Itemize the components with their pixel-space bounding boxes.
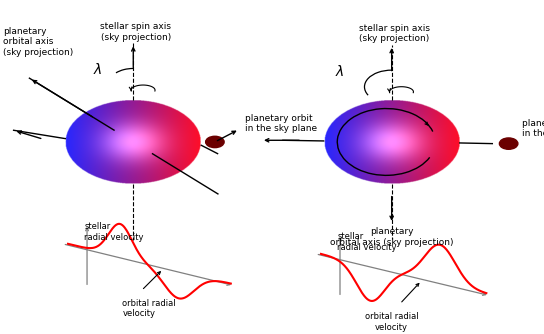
Text: λ: λ	[336, 65, 344, 79]
Text: planetary
orbital axis (sky projection): planetary orbital axis (sky projection)	[330, 227, 454, 246]
Text: stellar spin axis
(sky projection): stellar spin axis (sky projection)	[101, 22, 171, 42]
Text: stellar
radial velocity: stellar radial velocity	[84, 222, 144, 241]
Text: stellar spin axis
(sky projection): stellar spin axis (sky projection)	[359, 24, 430, 43]
Text: planetary orbit
in the sky plane: planetary orbit in the sky plane	[522, 119, 544, 138]
Text: stellar
radial velocity: stellar radial velocity	[337, 232, 397, 252]
Text: orbital radial
velocity: orbital radial velocity	[122, 299, 176, 318]
Text: planetary orbit
in the sky plane: planetary orbit in the sky plane	[245, 114, 317, 133]
Text: λ: λ	[94, 63, 102, 77]
Circle shape	[206, 136, 224, 148]
Text: planetary
orbital axis
(sky projection): planetary orbital axis (sky projection)	[3, 27, 73, 56]
Circle shape	[499, 138, 518, 149]
Text: orbital radial
velocity: orbital radial velocity	[365, 312, 418, 332]
